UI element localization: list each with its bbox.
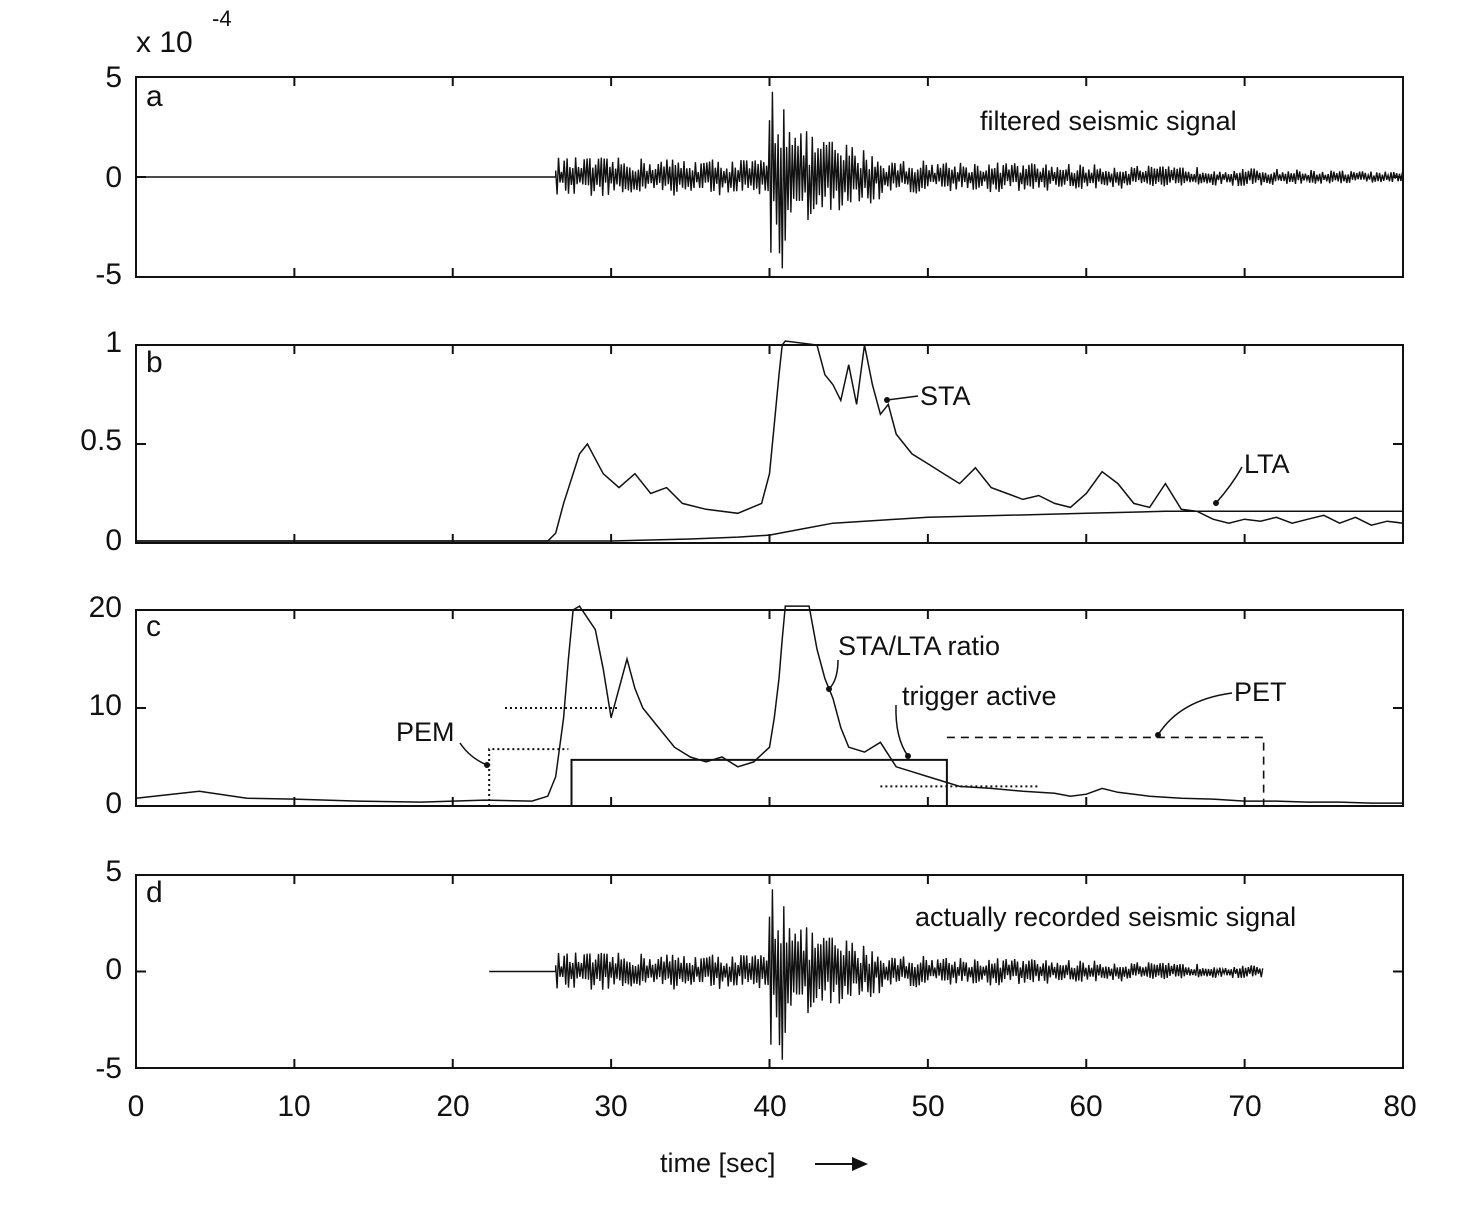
panel-c-ticks (136, 610, 1403, 806)
x-axis-arrow-icon (815, 1157, 868, 1171)
xtick-40: 40 (753, 1090, 786, 1123)
panel-a: x 10 -4 5 0 -5 a filtered seismic signal (95, 6, 1404, 291)
panel-c-ytick-0: 0 (105, 787, 122, 820)
pet-label: PET (1234, 677, 1287, 707)
lta-leader-line (1215, 466, 1243, 504)
sta-leader-dot (884, 397, 890, 403)
panel-b-ytick-0: 0 (105, 524, 122, 557)
xtick-80: 80 (1383, 1090, 1416, 1123)
panel-b: 1 0.5 0 b STA LTA (80, 326, 1404, 557)
lta-leader-dot (1213, 500, 1219, 506)
panel-a-annotation: filtered seismic signal (980, 106, 1237, 136)
panel-d-ticks (136, 875, 1403, 1068)
pem-leader-line (459, 742, 488, 766)
panel-d-letter: d (146, 876, 163, 909)
sta-leader-line (886, 395, 919, 401)
panel-c-ytick-20: 20 (89, 591, 122, 624)
panel-d: 5 0 -5 d actually recorded seismic signa… (95, 855, 1404, 1085)
trigger-label: trigger active (902, 681, 1057, 711)
x-axis-label: time [sec] (660, 1148, 776, 1178)
trigger-leader-line (895, 704, 909, 757)
pem-box (488, 748, 569, 806)
pet-leader-line (1157, 692, 1233, 736)
pem-leader-dot (484, 762, 490, 768)
panel-d-ytick-0: 0 (105, 953, 122, 986)
panel-d-plot (489, 889, 1264, 1060)
panel-b-plot (136, 340, 1404, 542)
panel-c-frame (135, 609, 1404, 807)
xtick-50: 50 (911, 1090, 944, 1123)
xtick-30: 30 (594, 1090, 627, 1123)
lta-label: LTA (1244, 449, 1290, 479)
ratio-leader-dot (826, 686, 832, 692)
ratio-leader-line (828, 659, 839, 690)
panel-c-ytick-10: 10 (89, 689, 122, 722)
panel-d-ytick-neg5: -5 (95, 1052, 122, 1085)
panel-d-annotation: actually recorded seismic signal (915, 902, 1296, 932)
xtick-0: 0 (128, 1090, 145, 1123)
sta-line (136, 340, 1404, 542)
panel-b-frame (135, 344, 1404, 544)
seismic-trace-a (136, 91, 1404, 269)
panel-a-exponent-prefix: x 10 (136, 26, 193, 59)
xtick-70: 70 (1228, 1090, 1261, 1123)
pet-box (946, 736, 1265, 806)
xtick-20: 20 (436, 1090, 469, 1123)
pem-label: PEM (396, 717, 455, 747)
panel-a-plot (136, 91, 1404, 269)
panel-c-plot (135, 605, 1403, 807)
panel-a-exponent: -4 (212, 6, 232, 31)
ratio-label: STA/LTA ratio (838, 631, 1000, 661)
panel-b-letter: b (146, 346, 163, 379)
seismic-trace-d (489, 889, 1264, 1060)
xtick-10: 10 (277, 1090, 310, 1123)
panel-a-ytick-5: 5 (105, 61, 122, 94)
panel-a-letter: a (146, 80, 163, 113)
pet-leader-dot (1155, 732, 1161, 738)
sta-lta-ratio-line (135, 605, 1403, 804)
lta-line (136, 510, 1403, 542)
trigger-leader-dot (905, 753, 911, 759)
trigger-active-line (136, 758, 1403, 807)
xtick-60: 60 (1069, 1090, 1102, 1123)
x-tick-labels: 0 10 20 30 40 50 60 70 80 (128, 1090, 1417, 1123)
panel-d-ytick-5: 5 (105, 855, 122, 888)
panel-b-ytick-0.5: 0.5 (80, 424, 122, 457)
sta-label: STA (920, 381, 971, 411)
panel-a-ytick-neg5: -5 (95, 258, 122, 291)
panel-a-ytick-0: 0 (105, 161, 122, 194)
panel-c-letter: c (146, 610, 161, 643)
panel-b-ticks (136, 345, 1403, 543)
panel-b-ytick-1: 1 (105, 326, 122, 359)
panel-c: 20 10 0 c STA/LTA ratio trigger active P… (89, 591, 1404, 820)
